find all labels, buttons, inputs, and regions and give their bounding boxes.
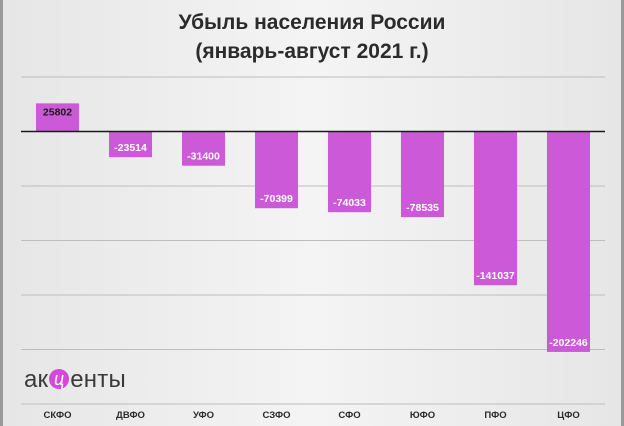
x-tick-label: СФО: [338, 410, 360, 421]
bar: [400, 131, 445, 218]
bar: [35, 103, 80, 132]
data-label: -78535: [406, 202, 439, 214]
x-tick-label: СЗФО: [263, 410, 291, 421]
x-tick-label: СКФО: [43, 410, 71, 421]
data-label: 25802: [43, 106, 72, 118]
bar: [327, 131, 372, 213]
data-label: -202246: [549, 337, 588, 349]
data-label: -74033: [333, 197, 366, 209]
chart-title-line-1: Убыль населения России: [178, 11, 446, 34]
x-tick-label: ЮФО: [410, 410, 435, 421]
bar: [473, 131, 518, 286]
bar: [546, 131, 591, 352]
bar: [108, 131, 153, 158]
x-tick-label: ДВФО: [116, 410, 145, 421]
logo-accent-letter: ц: [49, 369, 70, 389]
chart-title-line-2: (январь-август 2021 г.): [195, 40, 429, 63]
data-label: -31400: [187, 151, 220, 163]
data-label: -70399: [260, 193, 293, 205]
bar: [181, 131, 226, 166]
x-tick-label: УФО: [193, 410, 214, 421]
bar-chart: 25802 СКФО -23514 ДВФО -31400 УФО -70399 СЗФО -7…: [21, 76, 605, 421]
x-tick-label: ПФО: [484, 410, 506, 421]
chart-title: Убыль населения России (январь-август 20…: [3, 8, 621, 66]
data-label: -23514: [114, 142, 147, 154]
aktsenty-logo: ак ц енты: [24, 366, 126, 394]
logo-text-end: енты: [70, 366, 126, 393]
bar: [254, 131, 299, 209]
x-tick-label: ЦФО: [557, 410, 579, 421]
logo-text-start: ак: [24, 366, 49, 393]
data-label: -141037: [476, 270, 515, 282]
